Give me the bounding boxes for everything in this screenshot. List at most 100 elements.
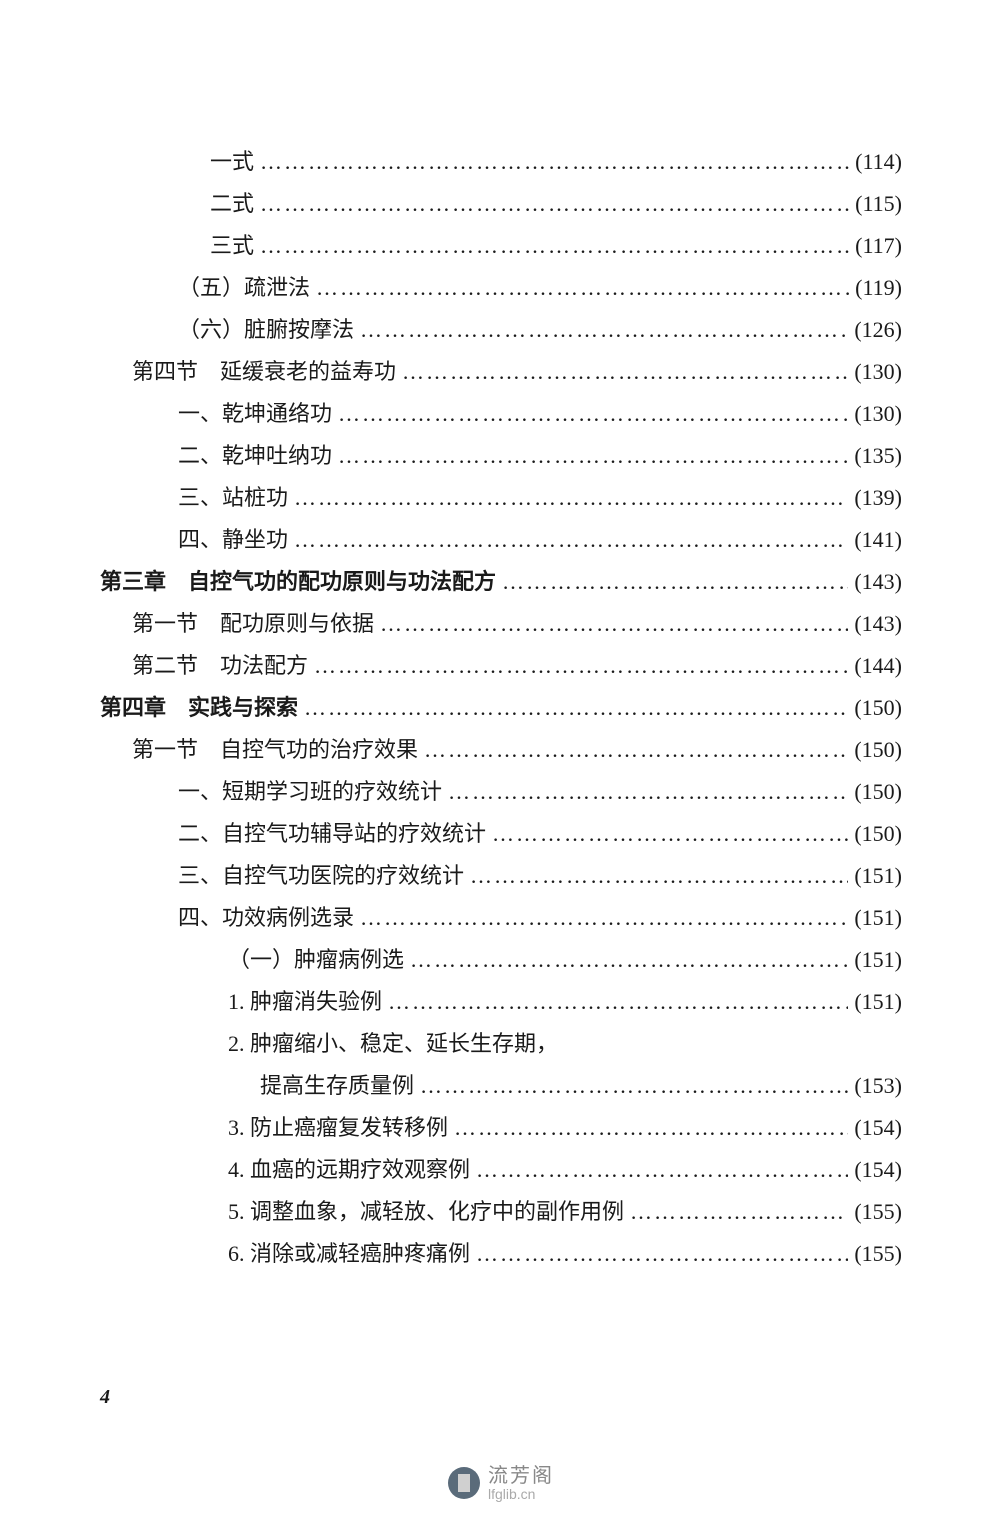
toc-leader-dots: ……………………………………………………………………………………………………………	[420, 1069, 848, 1102]
toc-label: 一式	[210, 145, 254, 178]
toc-page-number: (135)	[854, 439, 902, 472]
toc-label: 三式	[210, 229, 254, 262]
toc-entry: 3. 防止癌瘤复发转移例……………………………………………………………………………	[100, 1111, 902, 1144]
toc-leader-dots: ……………………………………………………………………………………………………………	[454, 1111, 848, 1144]
toc-label: 二、自控气功辅导站的疗效统计	[178, 817, 486, 850]
watermark-title: 流芳阁	[488, 1465, 554, 1487]
toc-leader-dots: ……………………………………………………………………………………………………………	[338, 397, 848, 430]
toc-page-number: (117)	[855, 229, 902, 262]
toc-leader-dots: ……………………………………………………………………………………………………………	[316, 271, 849, 304]
toc-page-number: (115)	[855, 187, 902, 220]
toc-page-number: (155)	[854, 1237, 902, 1270]
toc-page-number: (155)	[854, 1195, 902, 1228]
toc-entry: 三、站桩功………………………………………………………………………………………………	[100, 481, 902, 514]
book-icon	[448, 1467, 480, 1499]
toc-label: 6. 消除或减轻癌肿疼痛例	[228, 1237, 470, 1270]
toc-entry: 二、自控气功辅导站的疗效统计………………………………………………………………………	[100, 817, 902, 850]
toc-entry: 第一节 配功原则与依据………………………………………………………………………………	[100, 607, 902, 640]
toc-entry: 四、静坐功………………………………………………………………………………………………	[100, 523, 902, 556]
toc-leader-dots: ……………………………………………………………………………………………………………	[410, 943, 848, 976]
toc-leader-dots: ……………………………………………………………………………………………………………	[502, 565, 848, 598]
toc-leader-dots: ……………………………………………………………………………………………………………	[360, 901, 848, 934]
toc-leader-dots: ……………………………………………………………………………………………………………	[630, 1195, 848, 1228]
toc-leader-dots: ……………………………………………………………………………………………………………	[360, 313, 848, 346]
toc-label: 第三章 自控气功的配功原则与功法配方	[100, 565, 496, 598]
toc-label: 一、乾坤通络功	[178, 397, 332, 430]
toc-page-number: (141)	[854, 523, 902, 556]
toc-label: 第二节 功法配方	[132, 649, 308, 682]
toc-leader-dots: ……………………………………………………………………………………………………………	[294, 481, 848, 514]
toc-entry: 5. 调整血象，减轻放、化疗中的副作用例………………………………………………………	[100, 1195, 902, 1228]
table-of-contents: 一式………………………………………………………………………………………………………	[100, 145, 902, 1270]
toc-entry: 2. 肿瘤缩小、稳定、延长生存期，	[100, 1027, 902, 1060]
toc-entry: 第二节 功法配方………………………………………………………………………………………	[100, 649, 902, 682]
toc-leader-dots: ……………………………………………………………………………………………………………	[260, 145, 849, 178]
toc-label: 5. 调整血象，减轻放、化疗中的副作用例	[228, 1195, 624, 1228]
toc-page-number: (150)	[854, 691, 902, 724]
toc-label: 三、站桩功	[178, 481, 288, 514]
toc-leader-dots: ……………………………………………………………………………………………………………	[260, 187, 849, 220]
toc-label: 第一节 自控气功的治疗效果	[132, 733, 418, 766]
toc-label: 三、自控气功医院的疗效统计	[178, 859, 464, 892]
toc-leader-dots: ……………………………………………………………………………………………………………	[314, 649, 848, 682]
toc-page-number: (151)	[854, 943, 902, 976]
toc-leader-dots: ……………………………………………………………………………………………………………	[476, 1153, 848, 1186]
toc-leader-dots: ……………………………………………………………………………………………………………	[260, 229, 849, 262]
toc-entry: 第三章 自控气功的配功原则与功法配方……………………………………………………………	[100, 565, 902, 598]
toc-page-number: (130)	[854, 397, 902, 430]
toc-label: （一）肿瘤病例选	[228, 943, 404, 976]
toc-entry: 一、短期学习班的疗效统计……………………………………………………………………………	[100, 775, 902, 808]
toc-page-number: (151)	[854, 985, 902, 1018]
toc-label: （五）疏泄法	[178, 271, 310, 304]
toc-entry: 第四节 延缓衰老的益寿功……………………………………………………………………………	[100, 355, 902, 388]
toc-leader-dots: ……………………………………………………………………………………………………………	[402, 355, 848, 388]
toc-page-number: (151)	[854, 859, 902, 892]
toc-entry: 二、乾坤吐纳功…………………………………………………………………………………………	[100, 439, 902, 472]
toc-leader-dots: ……………………………………………………………………………………………………………	[448, 775, 848, 808]
toc-entry: 1. 肿瘤消失验例……………………………………………………………………………………	[100, 985, 902, 1018]
toc-leader-dots: ……………………………………………………………………………………………………………	[304, 691, 848, 724]
toc-page-number: (114)	[855, 145, 902, 178]
toc-label: 3. 防止癌瘤复发转移例	[228, 1111, 448, 1144]
toc-entry: 第四章 实践与探索……………………………………………………………………………………	[100, 691, 902, 724]
toc-leader-dots: ……………………………………………………………………………………………………………	[476, 1237, 848, 1270]
toc-entry: 一、乾坤通络功…………………………………………………………………………………………	[100, 397, 902, 430]
toc-label: 4. 血癌的远期疗效观察例	[228, 1153, 470, 1186]
toc-leader-dots: ……………………………………………………………………………………………………………	[388, 985, 848, 1018]
toc-entry: 三式………………………………………………………………………………………………………	[100, 229, 902, 262]
toc-leader-dots: ……………………………………………………………………………………………………………	[470, 859, 848, 892]
toc-label: （六）脏腑按摩法	[178, 313, 354, 346]
toc-page-number: (150)	[854, 733, 902, 766]
toc-entry: 二式………………………………………………………………………………………………………	[100, 187, 902, 220]
toc-entry: 提高生存质量例…………………………………………………………………………………………	[100, 1069, 902, 1102]
toc-leader-dots: ……………………………………………………………………………………………………………	[424, 733, 848, 766]
toc-entry: （五）疏泄法……………………………………………………………………………………………	[100, 271, 902, 304]
watermark-text: 流芳阁 lfglib.cn	[488, 1465, 554, 1502]
toc-label: 四、功效病例选录	[178, 901, 354, 934]
toc-entry: 6. 消除或减轻癌肿疼痛例…………………………………………………………………………	[100, 1237, 902, 1270]
toc-page-number: (143)	[854, 607, 902, 640]
toc-label: 提高生存质量例	[260, 1069, 414, 1102]
toc-page-number: (154)	[854, 1111, 902, 1144]
watermark: 流芳阁 lfglib.cn	[448, 1465, 554, 1502]
toc-page-number: (130)	[854, 355, 902, 388]
toc-page-number: (150)	[854, 775, 902, 808]
toc-entry: 三、自控气功医院的疗效统计…………………………………………………………………………	[100, 859, 902, 892]
toc-page-number: (150)	[854, 817, 902, 850]
toc-entry: 第一节 自控气功的治疗效果…………………………………………………………………………	[100, 733, 902, 766]
page-container: 一式………………………………………………………………………………………………………	[0, 0, 1002, 1524]
toc-page-number: (153)	[854, 1069, 902, 1102]
toc-leader-dots: ……………………………………………………………………………………………………………	[294, 523, 848, 556]
toc-page-number: (144)	[854, 649, 902, 682]
toc-leader-dots: ……………………………………………………………………………………………………………	[380, 607, 848, 640]
toc-label: 二式	[210, 187, 254, 220]
toc-page-number: (154)	[854, 1153, 902, 1186]
toc-label: 第四节 延缓衰老的益寿功	[132, 355, 396, 388]
toc-label: 第一节 配功原则与依据	[132, 607, 374, 640]
toc-label: 一、短期学习班的疗效统计	[178, 775, 442, 808]
toc-page-number: (139)	[854, 481, 902, 514]
toc-label: 2. 肿瘤缩小、稳定、延长生存期，	[228, 1027, 558, 1060]
toc-entry: 四、功效病例选录………………………………………………………………………………………	[100, 901, 902, 934]
toc-entry: （一）肿瘤病例选………………………………………………………………………………………	[100, 943, 902, 976]
toc-entry: 一式………………………………………………………………………………………………………	[100, 145, 902, 178]
